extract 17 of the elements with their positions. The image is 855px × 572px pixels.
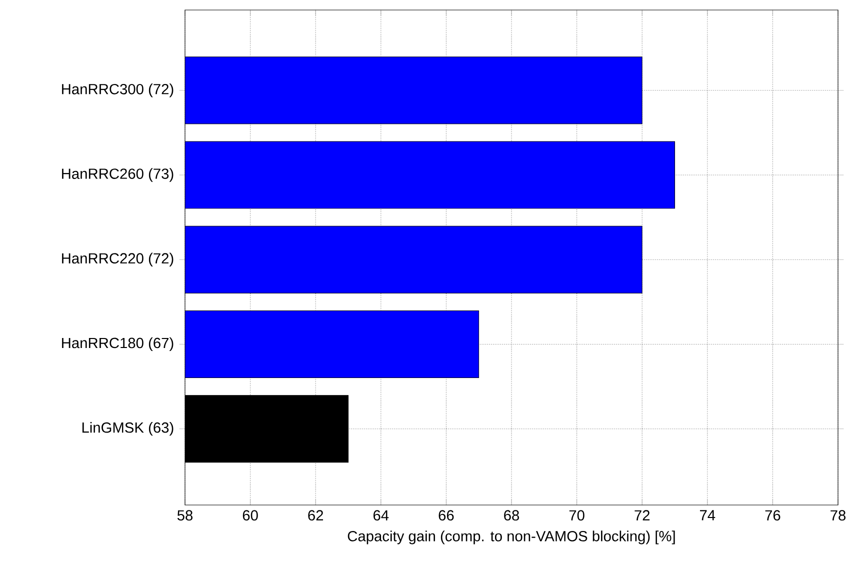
x-tick-label: 60: [242, 510, 258, 521]
x-tick-label: 58: [177, 510, 193, 521]
x-tick-label: 62: [308, 510, 324, 521]
y-tick-label: HanRRC220 (72): [62, 252, 174, 266]
x-tick-label: 76: [765, 510, 780, 521]
y-tick-label: HanRRC260 (73): [62, 168, 174, 182]
x-tick-label: 64: [374, 510, 389, 521]
y-tick-label: HanRRC180 (67): [62, 337, 174, 352]
x-tick-label: 78: [830, 510, 846, 521]
y-tick-label: HanRRC300 (72): [62, 84, 174, 98]
x-tick-label: 66: [438, 510, 454, 521]
x-tick-label: 70: [569, 510, 584, 521]
y-tick-label: LinGMSK (63): [82, 422, 174, 436]
x-tick-label: 68: [504, 510, 520, 521]
x-tick-label: 74: [700, 510, 716, 520]
x-axis-title: Capacity gain (comp. to non-VAMOS blocking) [%]: [348, 530, 675, 544]
x-tick-label: 72: [634, 510, 650, 520]
